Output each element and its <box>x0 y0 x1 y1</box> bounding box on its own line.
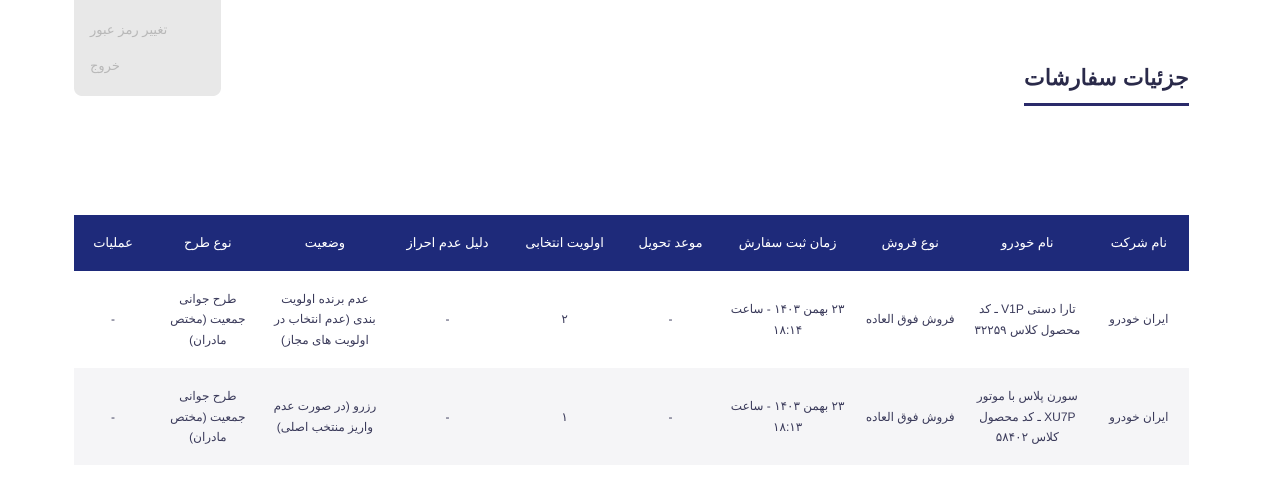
orders-table: نام شرکت نام خودرو نوع فروش زمان ثبت سفا… <box>74 215 1189 465</box>
cell-actions: - <box>74 271 152 368</box>
sidebar-menu: تغییر رمز عبور خروج <box>74 0 221 96</box>
table-row: ایران خودرو تارا دستی V1P ـ کد محصول کلا… <box>74 271 1189 368</box>
sidebar-item-change-password[interactable]: تغییر رمز عبور <box>90 12 205 48</box>
cell-company: ایران خودرو <box>1089 368 1189 465</box>
header-plan-type: نوع طرح <box>152 215 264 271</box>
table-row: ایران خودرو سورن پلاس با موتور XU7P ـ کد… <box>74 368 1189 465</box>
header-actions: عملیات <box>74 215 152 271</box>
header-order-time: زمان ثبت سفارش <box>721 215 855 271</box>
header-sale-type: نوع فروش <box>855 215 967 271</box>
cell-plan-type: طرح جوانی جمعیت (مختص مادران) <box>152 271 264 368</box>
cell-priority: ۲ <box>509 271 621 368</box>
cell-delivery: - <box>620 271 720 368</box>
cell-sale-type: فروش فوق العاده <box>855 271 967 368</box>
header-company: نام شرکت <box>1089 215 1189 271</box>
cell-reason: - <box>386 271 509 368</box>
cell-status: رزرو (در صورت عدم واریز منتخب اصلی) <box>264 368 387 465</box>
header-priority: اولویت انتخابی <box>509 215 621 271</box>
cell-actions: - <box>74 368 152 465</box>
cell-plan-type: طرح جوانی جمعیت (مختص مادران) <box>152 368 264 465</box>
header-delivery: موعد تحویل <box>620 215 720 271</box>
cell-company: ایران خودرو <box>1089 271 1189 368</box>
cell-priority: ۱ <box>509 368 621 465</box>
cell-car: سورن پلاس با موتور XU7P ـ کد محصول کلاس … <box>966 368 1089 465</box>
cell-status: عدم برنده اولویت بندی (عدم انتخاب در اول… <box>264 271 387 368</box>
cell-order-time: ۲۳ بهمن ۱۴۰۳ - ساعت ۱۸:۱۴ <box>721 271 855 368</box>
sidebar-item-logout[interactable]: خروج <box>90 48 205 84</box>
header-reason: دلیل عدم احراز <box>386 215 509 271</box>
table-header-row: نام شرکت نام خودرو نوع فروش زمان ثبت سفا… <box>74 215 1189 271</box>
header-car: نام خودرو <box>966 215 1089 271</box>
header-status: وضعیت <box>264 215 387 271</box>
cell-reason: - <box>386 368 509 465</box>
cell-car: تارا دستی V1P ـ کد محصول کلاس ۳۲۲۵۹ <box>966 271 1089 368</box>
orders-table-wrapper: نام شرکت نام خودرو نوع فروش زمان ثبت سفا… <box>74 215 1189 465</box>
cell-sale-type: فروش فوق العاده <box>855 368 967 465</box>
cell-delivery: - <box>620 368 720 465</box>
cell-order-time: ۲۳ بهمن ۱۴۰۳ - ساعت ۱۸:۱۳ <box>721 368 855 465</box>
page-title: جزئیات سفارشات <box>1024 65 1189 106</box>
